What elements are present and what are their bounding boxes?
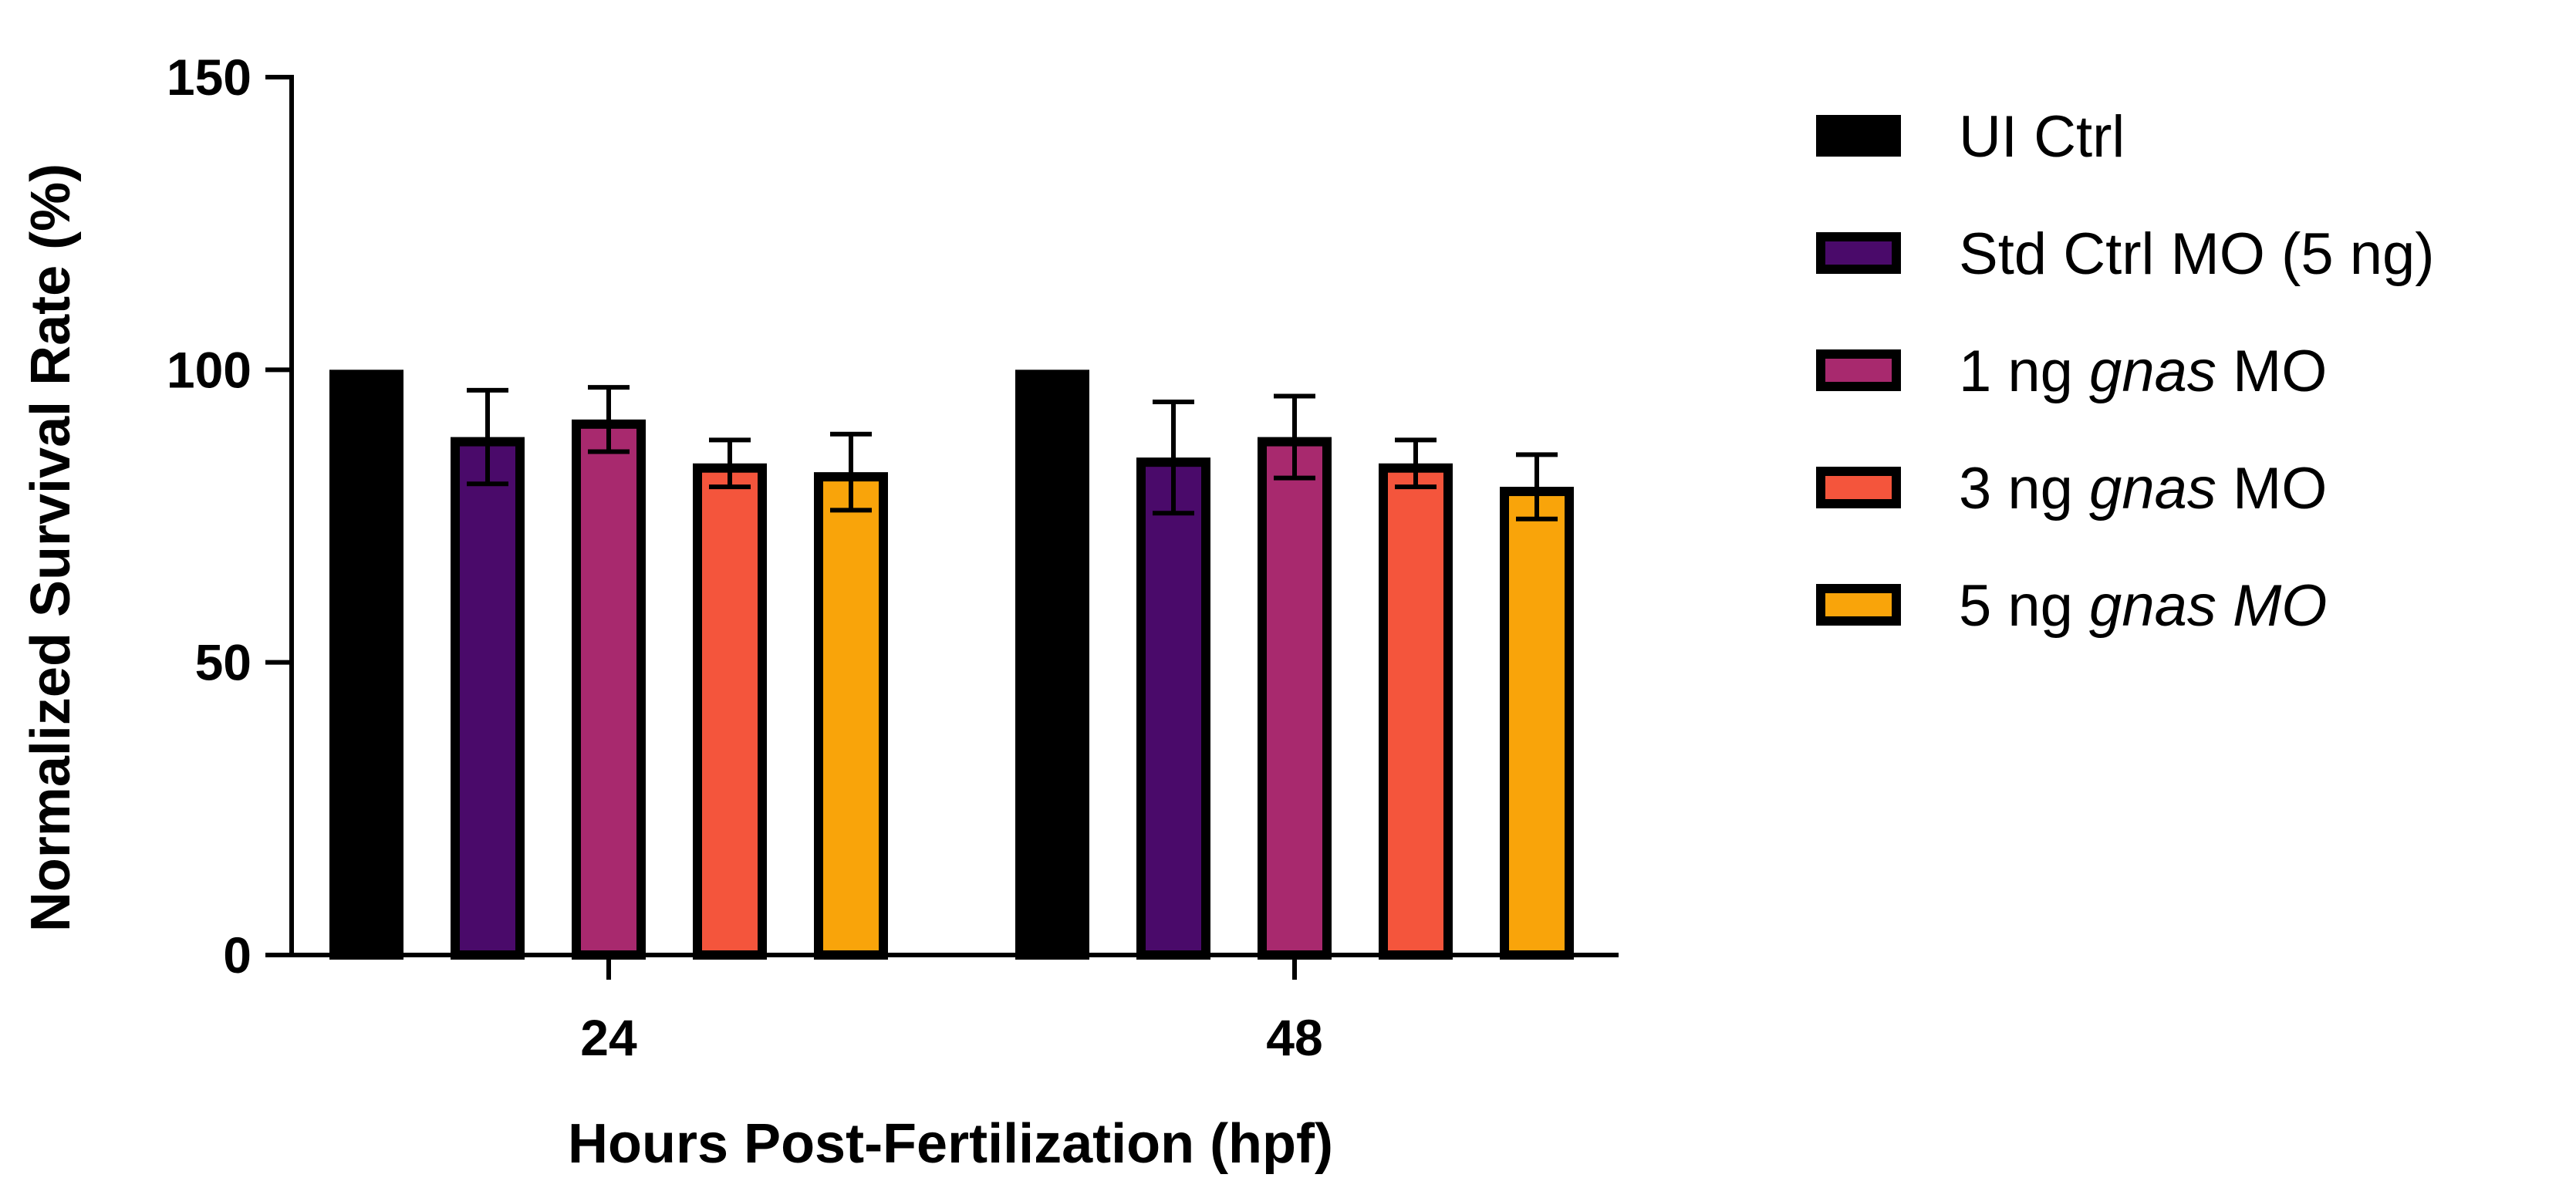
legend-swatch (1816, 349, 1901, 391)
y-tick-label: 0 (223, 926, 252, 984)
error-bar-24-series-2 (588, 385, 630, 454)
bar-24-series-3 (693, 463, 767, 960)
error-bar-48-series-2 (1274, 393, 1315, 481)
legend-label-part: MO (2216, 339, 2328, 404)
legend-label-part: gnas (2089, 456, 2216, 521)
y-tick-label: 100 (167, 341, 252, 398)
legend-item: Std Ctrl MO (5 ng) (1816, 221, 2435, 287)
error-bar-48-series-1 (1153, 400, 1194, 516)
legend-label: Std Ctrl MO (5 ng) (1959, 221, 2435, 287)
bar-48-series-3 (1379, 463, 1453, 960)
legend-swatch (1816, 467, 1901, 508)
bar-48-series-2 (1258, 437, 1332, 960)
bar-24-series-1 (451, 437, 525, 960)
legend-label-part: gnas MO (2089, 573, 2327, 639)
y-axis-title: Normalized Survival Rate (%) (20, 164, 82, 932)
bar-24-series-2 (572, 419, 646, 960)
legend-label-part: 1 ng (1959, 339, 2089, 404)
legend-swatch (1816, 232, 1901, 274)
x-tick-label: 24 (580, 1009, 637, 1066)
axes-layer (289, 75, 1619, 957)
legend-item: UI Ctrl (1816, 104, 2125, 170)
error-bar-24-series-1 (467, 387, 508, 487)
error-bar-24-series-4 (830, 431, 872, 513)
bar-48-series-0 (1015, 370, 1089, 960)
legend-label: 1 ng gnas MO (1959, 339, 2327, 404)
legend-label: 3 ng gnas MO (1959, 456, 2327, 521)
legend-item: 3 ng gnas MO (1816, 456, 2327, 521)
legend-label-part: Std Ctrl MO (5 ng) (1959, 221, 2435, 287)
x-ticks-layer: 24 48 (580, 955, 1323, 1066)
error-bars-layer (467, 385, 1558, 521)
legend-label-part: 5 ng (1959, 573, 2089, 639)
y-ticks-layer: 0 50 100 150 (167, 49, 292, 984)
legend-label-part: gnas (2089, 339, 2216, 404)
legend-label-part: UI Ctrl (1959, 104, 2125, 170)
bar-48-series-4 (1500, 487, 1574, 960)
error-bar-48-series-4 (1516, 452, 1558, 521)
legend-label-part: MO (2216, 456, 2328, 521)
x-tick-label: 48 (1266, 1009, 1322, 1066)
error-bar-48-series-3 (1395, 437, 1437, 490)
bar-48-series-1 (1136, 457, 1210, 960)
y-tick-label: 150 (167, 49, 252, 106)
bars-layer (329, 370, 1574, 960)
legend-label: 5 ng gnas MO (1959, 573, 2327, 639)
bar-24-series-4 (814, 472, 888, 960)
error-bar-24-series-3 (709, 437, 751, 490)
legend-swatch (1816, 584, 1901, 626)
bar-24-series-0 (329, 370, 403, 960)
legend-item: 5 ng gnas MO (1816, 573, 2327, 639)
y-tick-label: 50 (195, 634, 252, 691)
legend-swatch (1816, 115, 1901, 157)
legend-label-part: 3 ng (1959, 456, 2089, 521)
legend-label: UI Ctrl (1959, 104, 2125, 170)
legend-item: 1 ng gnas MO (1816, 339, 2327, 404)
x-axis-title: Hours Post-Fertilization (hpf) (568, 1113, 1333, 1175)
